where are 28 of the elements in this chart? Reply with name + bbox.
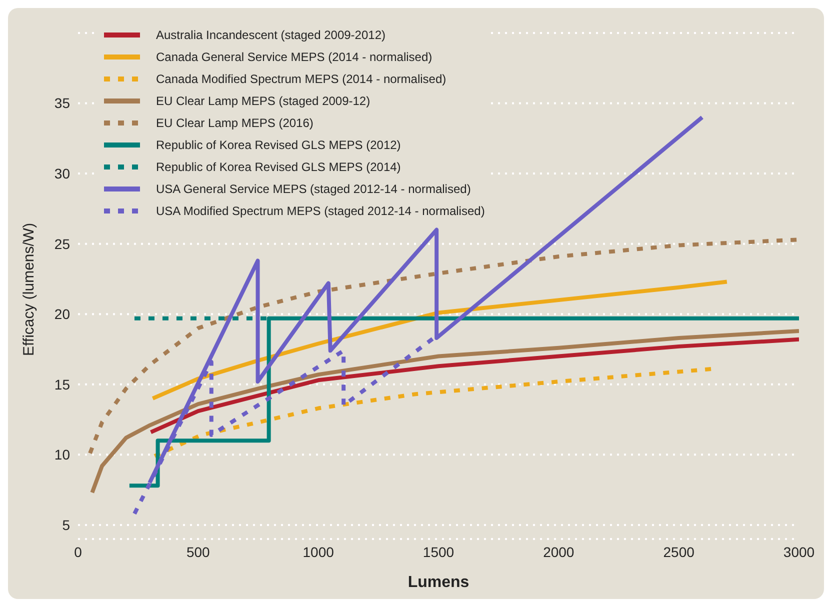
y-tick-label: 5 <box>62 516 70 533</box>
legend-label: Republic of Korea Revised GLS MEPS (2012) <box>156 138 401 152</box>
legend-label: EU Clear Lamp MEPS (2016) <box>156 116 314 130</box>
legend-label: USA General Service MEPS (staged 2012-14 - normalised) <box>156 182 471 196</box>
legend-label: Canada General Service MEPS (2014 - normalised) <box>156 50 432 64</box>
x-tick-label: 1500 <box>422 544 454 560</box>
y-tick-label: 25 <box>54 236 70 252</box>
y-tick-label: 10 <box>54 446 70 463</box>
legend-label: Canada Modified Spectrum MEPS (2014 - normalised) <box>156 72 446 86</box>
x-tick-label: 1000 <box>302 544 334 560</box>
x-tick-label: 2000 <box>543 544 574 560</box>
line-series <box>88 238 799 456</box>
legend-label: USA Modified Spectrum MEPS (staged 2012-14 - normalised) <box>156 204 485 218</box>
legend-label: EU Clear Lamp MEPS (staged 2009-12) <box>156 94 370 108</box>
line-series <box>148 337 799 434</box>
y-tick-label: 30 <box>54 166 70 182</box>
x-axis-title: Lumens <box>408 574 470 591</box>
x-tick-label: 3000 <box>783 544 815 560</box>
y-tick-label: 15 <box>54 376 70 392</box>
y-tick-label: 20 <box>54 306 70 322</box>
legend-label: Republic of Korea Revised GLS MEPS (2014) <box>156 160 401 174</box>
x-tick-label: 2500 <box>663 544 695 560</box>
line-series <box>90 328 799 495</box>
x-tick-label: 0 <box>74 544 82 560</box>
y-axis-title: Efficacy (lumens/W) <box>20 222 38 356</box>
legend-label: Australia Incandescent (staged 2009-2012) <box>156 28 386 42</box>
y-tick-label: 35 <box>54 95 70 112</box>
x-tick-label: 500 <box>186 544 210 560</box>
